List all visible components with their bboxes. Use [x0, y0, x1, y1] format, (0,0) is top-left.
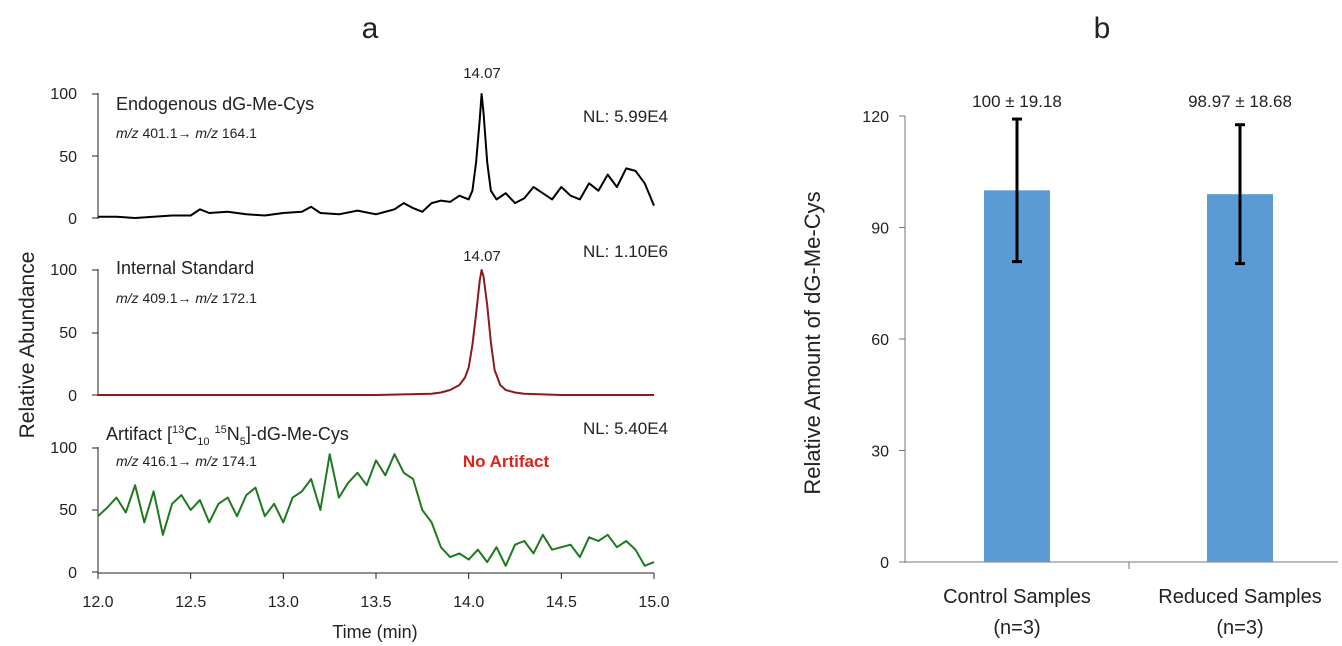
trace-1-line: [98, 93, 655, 219]
trace-3: 100 50 0 Artifact [13C10 15N5]-dG-Me-Cys…: [50, 419, 668, 582]
panel-a-xlabel: Time (min): [332, 622, 417, 642]
category-1-line1: Control Samples: [943, 586, 1091, 608]
panel-b-ytick-label: 30: [871, 444, 889, 461]
trace-1-transition: m/z 401.1→ m/z 164.1: [116, 125, 257, 141]
category-2-line2: (n=3): [1216, 617, 1263, 639]
trace-2-transition: m/z 409.1→ m/z 172.1: [116, 290, 257, 306]
trace-3-ytick-100: 100: [50, 440, 77, 457]
panel-a-xaxis: 12.0 12.5 13.0 13.5 14.0 14.5 15.0: [82, 572, 670, 611]
bar-value-label-2: 98.97 ± 18.68: [1188, 92, 1292, 111]
trace-2-label: Internal Standard: [116, 258, 254, 278]
trace-3-line: [97, 453, 655, 567]
panel-a-xtick-label: 12.5: [175, 594, 206, 611]
trace-2-peak-label: 14.07: [463, 248, 501, 265]
trace-1-nl: NL: 5.99E4: [583, 107, 668, 126]
trace-3-transition: m/z 416.1→ m/z 174.1: [116, 453, 257, 469]
panel-a-letter: a: [362, 12, 379, 45]
trace-1-ytick-0: 0: [68, 211, 77, 228]
trace-1-ytick-50: 50: [59, 149, 77, 166]
trace-1-label: Endogenous dG-Me-Cys: [116, 94, 314, 114]
trace-1-ytick-100: 100: [50, 86, 77, 103]
bar-value-label-1: 100 ± 19.18: [972, 92, 1062, 111]
category-1-line2: (n=3): [993, 617, 1040, 639]
panel-b-bars: 100 ± 19.18 98.97 ± 18.68: [972, 92, 1292, 563]
panel-b-ytick-label: 120: [862, 109, 889, 126]
panel-a-xtick-label: 13.5: [360, 594, 391, 611]
panel-b-ytick-label: 90: [871, 221, 889, 238]
panel-b-ytick-label: 0: [880, 555, 889, 572]
trace-1: 100 50 0 Endogenous dG-Me-Cys m/z 401.1→…: [50, 65, 668, 228]
trace-3-ytick-0: 0: [68, 565, 77, 582]
trace-3-ytick-50: 50: [59, 502, 77, 519]
trace-3-label: Artifact [13C10 15N5]-dG-Me-Cys: [106, 424, 349, 448]
panel-a-ylabel: Relative Abundance: [16, 252, 39, 439]
no-artifact-note: No Artifact: [463, 452, 550, 471]
panel-b-ylabel: Relative Amount of dG-Me-Cys: [800, 191, 825, 494]
panel-a-xtick-label: 14.5: [546, 594, 577, 611]
trace-2-nl: NL: 1.10E6: [583, 242, 668, 261]
trace-2-ytick-50: 50: [59, 325, 77, 342]
panel-b-letter: b: [1094, 12, 1111, 45]
trace-2: 100 50 0 Internal Standard m/z 409.1→ m/…: [50, 242, 668, 405]
trace-3-nl: NL: 5.40E4: [583, 419, 668, 438]
trace-2-line: [98, 269, 654, 396]
panel-a-xtick-label: 12.0: [82, 594, 113, 611]
panel-a-xtick-label: 14.0: [453, 594, 484, 611]
panel-b-ytick-label: 60: [871, 332, 889, 349]
category-2-line1: Reduced Samples: [1158, 586, 1321, 608]
trace-2-ytick-0: 0: [68, 388, 77, 405]
panel-a-xtick-label: 13.0: [268, 594, 299, 611]
panel-a-xtick-label: 15.0: [638, 594, 669, 611]
trace-2-ytick-100: 100: [50, 262, 77, 279]
trace-1-peak-label: 14.07: [463, 65, 501, 82]
